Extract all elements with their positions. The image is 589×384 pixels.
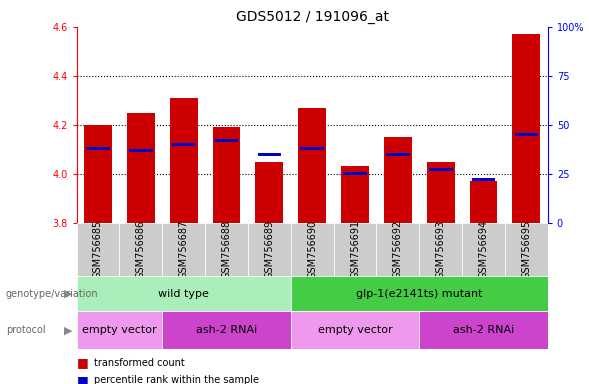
FancyBboxPatch shape [120,223,162,276]
FancyBboxPatch shape [77,311,162,349]
FancyBboxPatch shape [505,223,548,276]
FancyBboxPatch shape [419,223,462,276]
Bar [170,98,197,223]
Bar [427,162,455,223]
Text: ash-2 RNAi: ash-2 RNAi [196,325,257,335]
Bar [256,162,283,223]
Bar [343,172,367,175]
FancyBboxPatch shape [376,223,419,276]
Text: GSM756695: GSM756695 [521,220,531,279]
Bar [172,143,196,146]
Text: ■: ■ [77,356,88,369]
Text: empty vector: empty vector [82,325,157,335]
Bar [86,147,110,150]
Text: genotype/variation: genotype/variation [6,289,98,299]
FancyBboxPatch shape [162,311,291,349]
Text: transformed count: transformed count [94,358,185,368]
Bar [300,147,324,150]
FancyBboxPatch shape [333,223,376,276]
Bar [469,181,498,223]
Text: glp-1(e2141ts) mutant: glp-1(e2141ts) mutant [356,289,482,299]
FancyBboxPatch shape [291,311,419,349]
Text: percentile rank within the sample: percentile rank within the sample [94,375,259,384]
Bar [429,168,452,171]
FancyBboxPatch shape [162,223,205,276]
Bar [341,166,369,223]
FancyBboxPatch shape [291,223,333,276]
Bar [512,34,540,223]
Bar [84,125,112,223]
Text: GSM756688: GSM756688 [221,220,231,279]
FancyBboxPatch shape [248,223,291,276]
Bar [298,108,326,223]
Text: protocol: protocol [6,325,45,335]
FancyBboxPatch shape [291,276,548,311]
Bar [214,139,239,142]
Text: GSM756691: GSM756691 [350,220,360,279]
Title: GDS5012 / 191096_at: GDS5012 / 191096_at [236,10,389,25]
Text: empty vector: empty vector [317,325,392,335]
Bar [127,113,155,223]
Text: GSM756694: GSM756694 [478,220,488,279]
Bar [515,133,538,136]
Text: ▶: ▶ [64,289,72,299]
Text: ash-2 RNAi: ash-2 RNAi [453,325,514,335]
Text: GSM756687: GSM756687 [178,220,188,279]
FancyBboxPatch shape [205,223,248,276]
Bar [472,178,495,181]
FancyBboxPatch shape [77,276,291,311]
Text: GSM756686: GSM756686 [136,220,146,279]
Text: GSM756690: GSM756690 [307,220,317,279]
Bar [386,153,410,156]
FancyBboxPatch shape [462,223,505,276]
Text: GSM756689: GSM756689 [264,220,274,279]
Text: wild type: wild type [158,289,209,299]
FancyBboxPatch shape [77,223,120,276]
Text: GSM756692: GSM756692 [393,220,403,279]
Text: ■: ■ [77,374,88,384]
Text: GSM756693: GSM756693 [436,220,446,279]
Bar [384,137,412,223]
Text: GSM756685: GSM756685 [93,220,103,279]
Bar [257,153,281,156]
Text: ▶: ▶ [64,325,72,335]
FancyBboxPatch shape [419,311,548,349]
Bar [129,149,153,152]
Bar [213,127,240,223]
